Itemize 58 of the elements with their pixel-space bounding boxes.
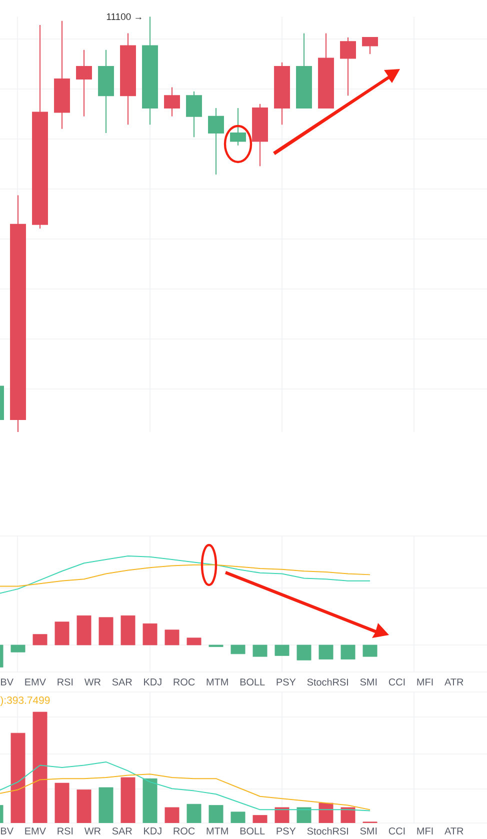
text: MTM <box>206 828 228 834</box>
bar <box>296 644 312 660</box>
candlestick <box>142 16 158 126</box>
text: PSY <box>276 678 296 686</box>
bar <box>76 615 92 646</box>
bar <box>142 623 158 646</box>
text: ATR <box>444 828 464 834</box>
bar <box>164 630 180 646</box>
text: WR <box>84 828 101 834</box>
candlestick <box>208 108 224 176</box>
candlestick <box>120 32 136 126</box>
bar <box>120 615 136 646</box>
text: KDJ <box>144 678 162 686</box>
bar <box>32 634 48 646</box>
text: RSI <box>58 827 73 835</box>
text: BV <box>1 828 14 834</box>
text: ROC <box>174 678 195 686</box>
text: BV <box>1 678 14 686</box>
candlestick <box>32 24 48 229</box>
text: SMI <box>360 827 377 835</box>
bar <box>274 644 290 656</box>
text: PSY <box>276 827 296 835</box>
bar <box>98 617 114 646</box>
text: ):393.7499 <box>0 696 50 706</box>
bar <box>340 644 356 660</box>
text: SAR <box>112 827 132 835</box>
candlestick <box>98 49 114 134</box>
text: CCI <box>388 678 405 686</box>
text: EMV <box>25 678 46 686</box>
text: WR <box>84 678 101 686</box>
bar <box>318 644 334 660</box>
candlestick <box>10 194 26 432</box>
bar <box>186 638 202 646</box>
candlestick <box>54 20 70 130</box>
text: KDJ <box>144 828 162 834</box>
text: StochRSI <box>307 678 348 686</box>
annotation: 11100 → <box>106 13 142 20</box>
text: MFI <box>417 678 433 686</box>
bar <box>10 644 26 652</box>
text: ROC <box>174 827 195 835</box>
text: BOLL <box>240 827 265 835</box>
text: MFI <box>417 828 433 834</box>
bar <box>54 622 70 646</box>
text: EMV <box>25 828 46 834</box>
text: ATR <box>444 678 464 686</box>
bar <box>252 644 268 657</box>
text: SMI <box>360 678 377 686</box>
text: StochRSI <box>307 827 348 835</box>
candlestick <box>164 86 180 117</box>
candlestick <box>76 49 92 117</box>
text: CCI <box>388 827 405 835</box>
text: SAR <box>112 678 132 686</box>
bar <box>362 644 378 657</box>
bar <box>230 644 246 654</box>
text: MTM <box>206 678 228 686</box>
candlestick <box>230 108 246 146</box>
text: BOLL <box>240 678 265 686</box>
text: RSI <box>58 678 73 686</box>
